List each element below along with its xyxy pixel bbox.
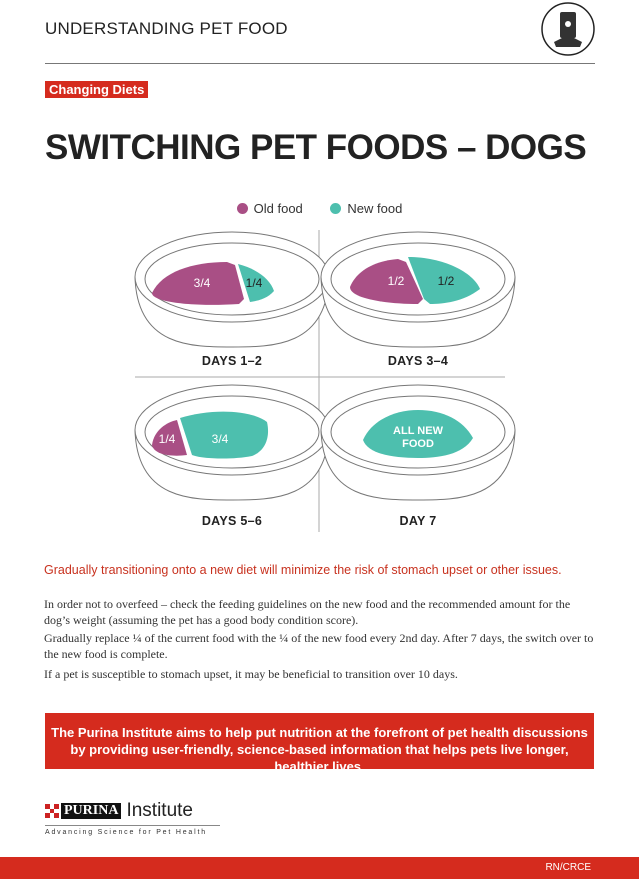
mission-banner: The Purina Institute aims to help put nu… xyxy=(45,713,594,774)
stage-label: DAYS 5–6 xyxy=(201,514,263,528)
old-food-label: 3/4 xyxy=(194,276,211,290)
legend: Old food New food xyxy=(0,201,639,216)
paragraph: If a pet is susceptible to stomach upset… xyxy=(44,667,458,681)
bowl-days-5-6: 1/4 3/4 xyxy=(134,384,330,501)
new-food-label: 1/4 xyxy=(246,276,263,290)
bowl-days-3-4: 1/2 1/2 xyxy=(320,231,516,348)
lead-text: Gradually transitioning onto a new diet … xyxy=(44,563,562,577)
page-title: SWITCHING PET FOODS – DOGS xyxy=(45,128,587,167)
old-food-portion xyxy=(350,259,423,304)
stage-label: DAYS 1–2 xyxy=(201,354,263,368)
pet-food-bag-icon xyxy=(541,2,595,56)
checkerboard-icon xyxy=(45,804,59,818)
footer-bar xyxy=(0,857,639,879)
paragraph: In order not to overfeed – check the fee… xyxy=(44,597,571,627)
old-food-portion xyxy=(152,262,244,305)
new-food-portion xyxy=(180,411,269,459)
new-food-label: 1/2 xyxy=(438,274,455,288)
stage-label: DAYS 3–4 xyxy=(387,354,449,368)
paragraph: Gradually replace ¼ of the current food … xyxy=(44,631,594,661)
new-food-swatch xyxy=(330,203,342,214)
purina-institute-logo: PURINA Institute Advancing Science for P… xyxy=(45,800,220,836)
new-food-label: ALL NEW FOOD xyxy=(393,425,444,450)
bowl-day-7: ALL NEW FOOD xyxy=(320,384,516,501)
new-food-portion xyxy=(408,257,480,304)
new-food-portion xyxy=(238,264,274,302)
old-food-label: 1/4 xyxy=(159,432,176,446)
new-food-portion xyxy=(363,410,473,458)
old-food-swatch xyxy=(236,203,248,214)
old-food-portion xyxy=(152,420,187,456)
document-code: RN/CRCE xyxy=(545,862,591,873)
legend-old-food: Old food xyxy=(236,201,303,216)
header-divider xyxy=(45,63,595,64)
transition-diagram: 3/4 1/4 1/2 1/2 1/4 3/4 ALL NEW FOOD xyxy=(134,230,516,532)
section-header: UNDERSTANDING PET FOOD xyxy=(45,19,288,38)
stage-label: DAY 7 xyxy=(399,514,437,528)
category-tag: Changing Diets xyxy=(45,81,149,98)
legend-new-food: New food xyxy=(330,201,402,216)
bowl-days-1-2: 3/4 1/4 xyxy=(134,231,330,348)
new-food-label: 3/4 xyxy=(212,432,229,446)
old-food-label: 1/2 xyxy=(388,274,405,288)
